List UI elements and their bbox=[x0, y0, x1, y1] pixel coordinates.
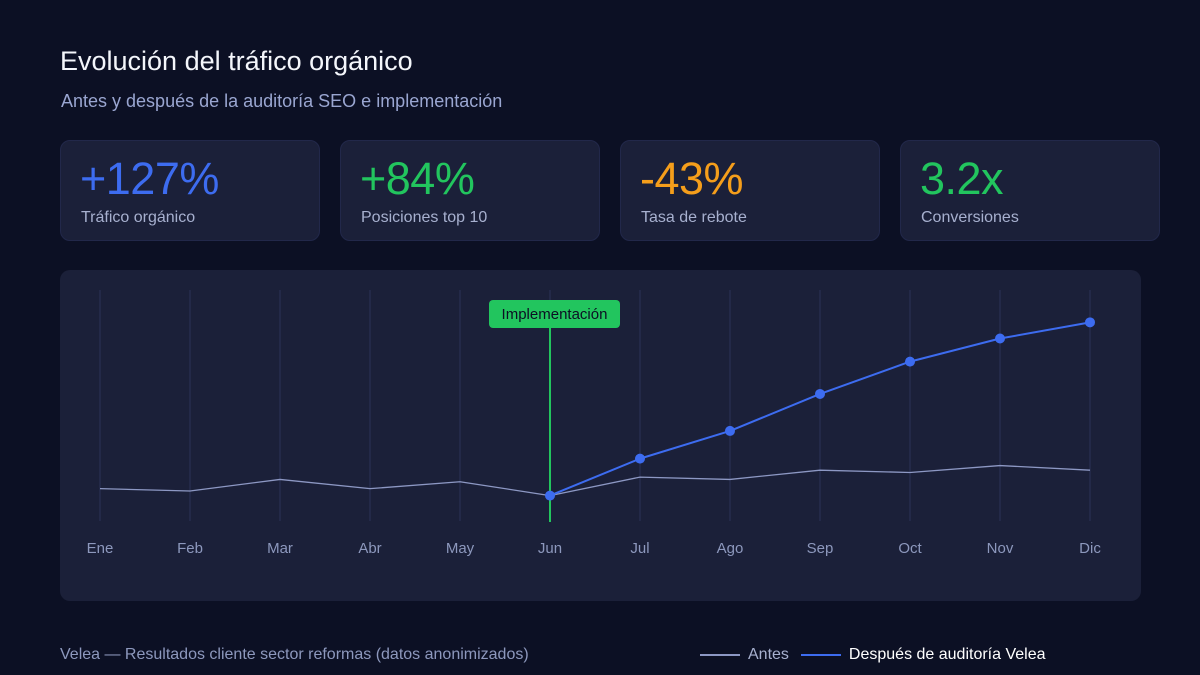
x-axis-ticks: Ene Feb Mar Abr May Jun Jul Ago Sep Oct Nov Dic bbox=[87, 540, 1102, 557]
x-tick-label: Abr bbox=[358, 540, 381, 557]
annotation-badge bbox=[489, 300, 620, 328]
x-tick-label: Feb bbox=[177, 540, 203, 557]
kpi-label: Conversiones bbox=[921, 209, 1019, 226]
data-point bbox=[905, 356, 915, 367]
x-tick-label: May bbox=[446, 540, 475, 557]
legend-label-after: Después de auditoría Velea bbox=[848, 646, 1046, 663]
data-point bbox=[545, 490, 555, 501]
kpi-label: Tasa de rebote bbox=[641, 209, 747, 226]
x-tick-label: Jun bbox=[538, 540, 562, 557]
x-tick-label: Dic bbox=[1079, 540, 1101, 557]
page-title: Evolución del tráfico orgánico bbox=[60, 46, 413, 76]
page-subtitle: Antes y después de la auditoría SEO e im… bbox=[61, 91, 503, 111]
kpi-value: 3.2x bbox=[920, 153, 1004, 204]
series bbox=[99, 317, 1095, 501]
x-tick-label: Nov bbox=[987, 540, 1014, 557]
data-point bbox=[1085, 317, 1095, 328]
series-line-before bbox=[99, 464, 1091, 497]
data-point bbox=[995, 333, 1005, 344]
x-tick-label: Sep bbox=[807, 540, 834, 557]
data-point bbox=[725, 425, 735, 436]
kpi-card-bounce: -43% Tasa de rebote bbox=[620, 140, 880, 241]
x-tick-label: Jul bbox=[630, 540, 649, 557]
kpi-value: +84% bbox=[360, 153, 475, 204]
kpi-card-traffic: +127% Tráfico orgánico bbox=[60, 140, 320, 241]
chart-card: Implementación Ene Feb Mar Abr May Jun Jul Ago S… bbox=[60, 270, 1141, 601]
kpi-card-positions: +84% Posiciones top 10 bbox=[340, 140, 600, 241]
data-point bbox=[815, 388, 825, 399]
legend-swatch-after bbox=[800, 654, 841, 656]
kpi-card-conversions: 3.2x Conversiones bbox=[900, 140, 1160, 241]
kpi-label: Tráfico orgánico bbox=[81, 209, 196, 226]
x-tick-label: Ago bbox=[717, 540, 744, 557]
traffic-line-chart: Implementación Ene Feb Mar Abr May Jun Jul Ago S… bbox=[87, 290, 1102, 557]
kpi-value: -43% bbox=[640, 153, 744, 204]
kpi-row: +127% Tráfico orgánico +84% Posiciones t… bbox=[60, 140, 1161, 241]
x-tick-label: Ene bbox=[87, 540, 114, 557]
annotation-label: Implementación bbox=[502, 306, 608, 323]
x-tick-label: Mar bbox=[267, 540, 293, 557]
x-tick-label: Oct bbox=[898, 540, 922, 557]
kpi-label: Posiciones top 10 bbox=[361, 209, 488, 226]
legend-swatch-before bbox=[700, 654, 740, 656]
annotation: Implementación bbox=[489, 300, 620, 522]
kpi-value: +127% bbox=[80, 153, 219, 204]
footer-source: Velea — Resultados cliente sector reform… bbox=[60, 646, 529, 663]
data-point bbox=[635, 453, 645, 464]
legend-label-before: Antes bbox=[748, 646, 789, 663]
